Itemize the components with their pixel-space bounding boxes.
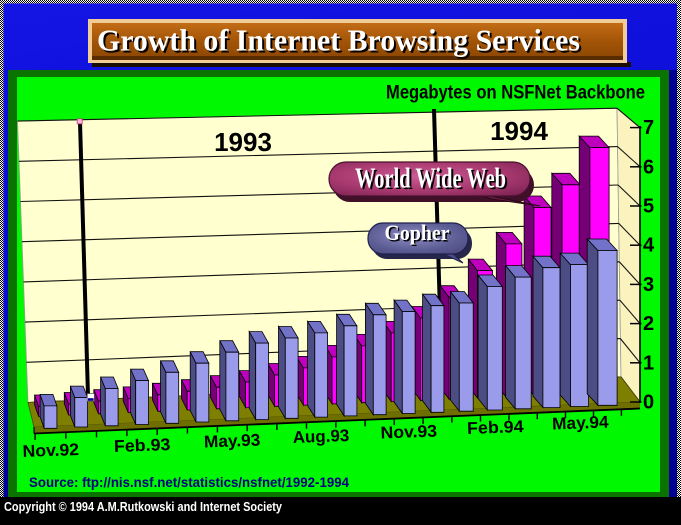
svg-text:1993: 1993 [214, 127, 272, 157]
svg-text:Gopher: Gopher [386, 222, 451, 247]
svg-text:5: 5 [643, 196, 654, 218]
svg-text:Aug.93: Aug.93 [292, 426, 349, 447]
svg-text:0: 0 [643, 392, 654, 414]
svg-text:Nov.92: Nov.92 [22, 440, 79, 461]
svg-text:Growth of Internet Browsing Se: Growth of Internet Browsing Services [97, 23, 580, 58]
svg-text:May.93: May.93 [204, 431, 261, 452]
svg-text:Source: ftp://nis.nsf.net/stat: Source: ftp://nis.nsf.net/statistics/nsf… [29, 475, 349, 490]
svg-text:Gopher: Gopher [385, 220, 450, 245]
svg-text:Feb.93: Feb.93 [114, 435, 171, 456]
svg-text:May.94: May.94 [552, 413, 610, 434]
svg-text:World Wide Web: World Wide Web [355, 164, 506, 195]
svg-text:World Wide Web: World Wide Web [357, 165, 508, 196]
svg-text:1: 1 [643, 352, 654, 374]
svg-text:Growth of Internet Browsing Se: Growth of Internet Browsing Services [99, 25, 582, 60]
svg-text:2: 2 [643, 313, 654, 335]
svg-text:6: 6 [643, 156, 654, 178]
svg-text:1994: 1994 [490, 116, 548, 146]
svg-text:Nov.93: Nov.93 [380, 422, 437, 443]
svg-text:Feb.94: Feb.94 [467, 417, 525, 438]
svg-text:7: 7 [643, 117, 654, 139]
svg-text:Megabytes on NSFNet Backbone: Megabytes on NSFNet Backbone [386, 82, 645, 104]
svg-text:Copyright © 1994 A.M.Rutkowski: Copyright © 1994 A.M.Rutkowski and Inter… [4, 500, 282, 514]
svg-text:4: 4 [643, 235, 655, 257]
svg-text:3: 3 [643, 274, 654, 296]
